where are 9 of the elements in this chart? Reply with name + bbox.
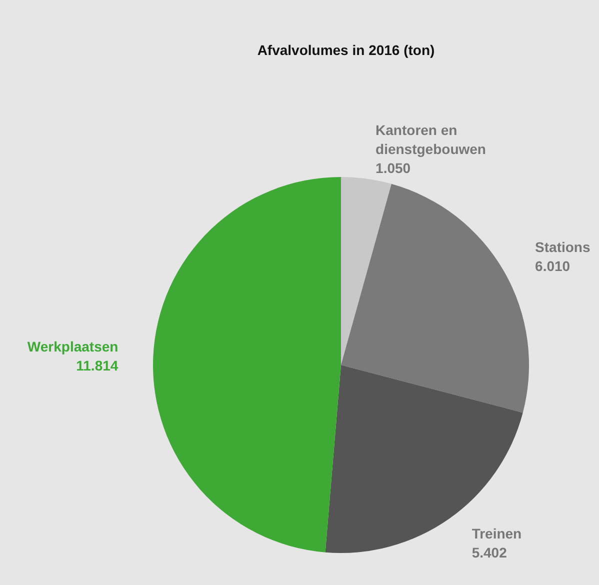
- data-label: 11.814: [76, 357, 118, 374]
- slice-label: Stations: [535, 238, 590, 255]
- data-label: 5.402: [472, 544, 508, 561]
- slice-label: Treinen: [472, 526, 522, 542]
- data-label: 1.050: [376, 160, 411, 176]
- data-label: 6.010: [535, 258, 570, 274]
- chart-title: Afvalvolumes in 2016 (ton): [257, 42, 435, 58]
- slice-label: Kantoren en dienstgebouwen: [376, 122, 486, 158]
- slice-label: Werkplaatsen: [27, 338, 118, 354]
